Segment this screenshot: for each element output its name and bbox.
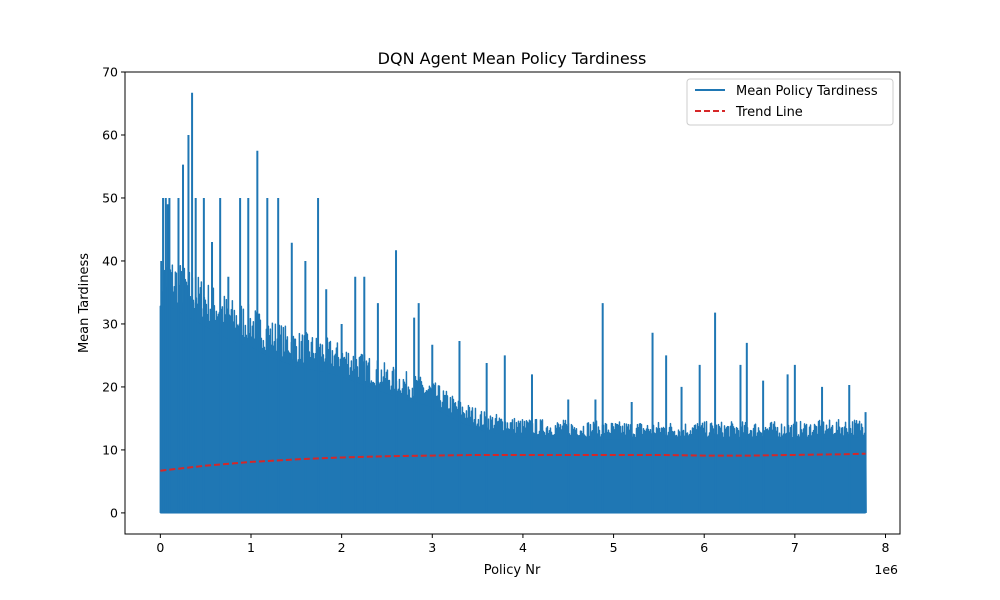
y-tick-label: 70 <box>102 65 118 80</box>
x-tick-label: 5 <box>610 540 618 555</box>
x-tick-label: 4 <box>519 540 527 555</box>
x-tick-label: 8 <box>882 540 890 555</box>
x-tick-label: 3 <box>428 540 436 555</box>
x-tick-label: 7 <box>791 540 799 555</box>
y-tick-label: 60 <box>102 127 118 142</box>
plot-series-layer <box>159 92 867 514</box>
chart-title: DQN Agent Mean Policy Tardiness <box>378 49 647 68</box>
legend-box <box>686 78 894 126</box>
y-tick-label: 30 <box>102 316 118 331</box>
y-tick-label: 20 <box>102 379 118 394</box>
plot-frame <box>124 71 901 535</box>
y-tick-label: 50 <box>102 190 118 205</box>
x-tick-label: 6 <box>700 540 708 555</box>
x-tick-label: 2 <box>338 540 346 555</box>
y-axis-label: Mean Tardiness <box>77 253 92 353</box>
x-axis-ticks: 0 1 2 3 4 5 6 7 8 <box>156 534 890 555</box>
x-axis-offset-label: 1e6 <box>874 562 898 577</box>
y-tick-label: 0 <box>110 505 118 520</box>
x-tick-label: 1 <box>247 540 255 555</box>
y-axis-ticks: 0 10 20 30 40 50 60 70 <box>102 65 125 520</box>
legend-label-tardiness: Mean Policy Tardiness <box>736 84 878 99</box>
legend-label-trend: Trend Line <box>735 105 803 120</box>
y-tick-label: 40 <box>102 253 118 268</box>
series-mean-policy-tardiness-body <box>160 306 866 513</box>
y-tick-label: 10 <box>102 442 118 457</box>
x-axis-label: Policy Nr <box>484 563 541 578</box>
legend: Mean Policy Tardiness Trend Line <box>686 78 894 126</box>
series-trend-line <box>160 452 866 472</box>
x-tick-label: 0 <box>156 540 164 555</box>
